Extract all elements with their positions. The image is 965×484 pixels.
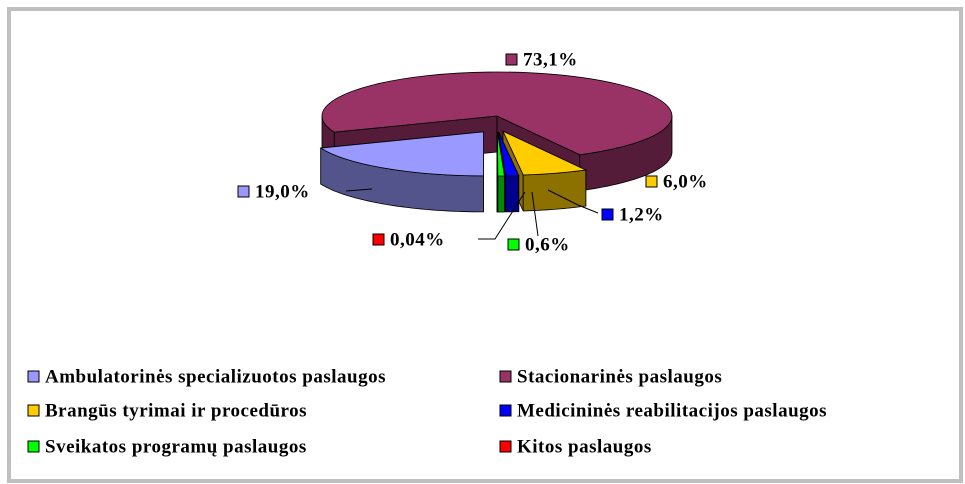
legend-label: Brangūs tyrimai ir procedūros bbox=[45, 400, 307, 421]
value-label: 0,04% bbox=[390, 229, 445, 250]
legend-swatch bbox=[27, 440, 40, 453]
legend: Ambulatorinės specializuotos paslaugos St… bbox=[27, 366, 827, 457]
legend-label: Stacionarinės paslaugos bbox=[517, 366, 722, 387]
value-label: 73,1% bbox=[523, 49, 578, 70]
slice-side bbox=[505, 175, 520, 213]
slice bbox=[497, 131, 505, 177]
slice bbox=[319, 131, 484, 177]
legend-swatch bbox=[499, 404, 512, 417]
slice-side bbox=[522, 169, 587, 212]
pie bbox=[319, 71, 673, 213]
value-label: 6,0% bbox=[663, 171, 708, 192]
legend-label: Medicininės reabilitacijos paslaugos bbox=[517, 400, 827, 421]
label-swatch bbox=[372, 233, 385, 246]
label-swatch bbox=[645, 175, 658, 188]
slice-side bbox=[497, 175, 505, 213]
legend-swatch bbox=[27, 370, 40, 383]
legend-swatch bbox=[499, 370, 512, 383]
leader-line bbox=[478, 191, 526, 240]
leader-line bbox=[531, 191, 539, 237]
legend-label: Sveikatos programų paslaugos bbox=[45, 436, 307, 457]
slice bbox=[502, 130, 588, 176]
value-label: 1,2% bbox=[619, 204, 664, 225]
legend-swatch bbox=[27, 404, 40, 417]
legend-swatch bbox=[499, 440, 512, 453]
label-swatch bbox=[237, 185, 250, 198]
leader-line bbox=[345, 188, 373, 192]
slice bbox=[498, 131, 520, 177]
leader-line bbox=[547, 189, 599, 214]
legend-label: Kitos paslaugos bbox=[517, 436, 652, 457]
slice bbox=[321, 71, 673, 156]
legend-label: Ambulatorinės specializuotos paslaugos bbox=[45, 366, 386, 387]
label-swatch bbox=[507, 238, 520, 251]
value-label: 0,6% bbox=[525, 234, 570, 255]
value-label: 19,0% bbox=[255, 181, 310, 202]
value-labels: 19,0% 73,1% 6,0% 1,2% 0,6% 0,04% bbox=[237, 49, 708, 255]
label-swatch bbox=[601, 208, 614, 221]
label-swatch bbox=[505, 53, 518, 66]
